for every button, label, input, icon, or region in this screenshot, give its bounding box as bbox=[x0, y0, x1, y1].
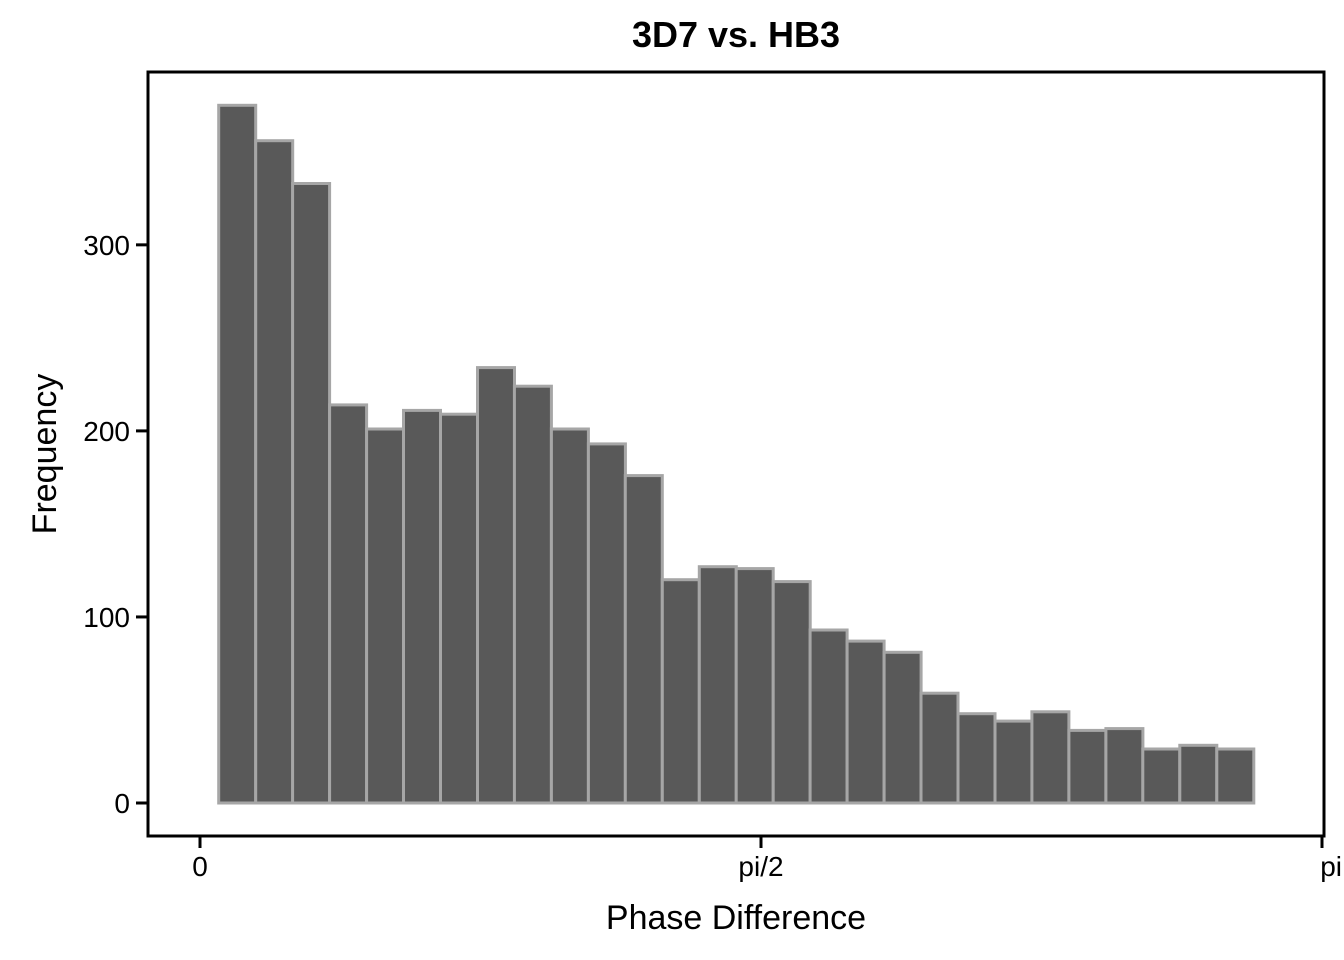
histogram-bar bbox=[328, 403, 369, 805]
histogram-bar bbox=[1104, 727, 1145, 805]
histogram-bar bbox=[993, 719, 1034, 805]
histogram-bar bbox=[808, 628, 849, 805]
y-tick-label: 200 bbox=[83, 416, 130, 447]
y-axis: 0 100 200 300 bbox=[83, 230, 148, 819]
x-tick-label: pi/2 bbox=[738, 851, 783, 882]
histogram-bar bbox=[919, 691, 960, 805]
histogram-bar bbox=[1215, 747, 1256, 805]
plot-frame bbox=[146, 70, 1326, 838]
histogram-bar bbox=[365, 427, 406, 805]
histogram-bar bbox=[476, 366, 516, 805]
y-tick-label: 0 bbox=[114, 788, 130, 819]
histogram-bar bbox=[217, 103, 258, 805]
histogram-bar bbox=[439, 412, 479, 805]
histogram-bar bbox=[623, 474, 664, 805]
histogram-bar bbox=[771, 580, 812, 805]
histogram-bar bbox=[697, 565, 738, 805]
y-tick-label: 300 bbox=[83, 230, 130, 261]
x-tick-label: 0 bbox=[192, 851, 208, 882]
histogram-bar bbox=[1030, 710, 1071, 805]
histogram-bar bbox=[1178, 743, 1219, 805]
histogram-bar bbox=[512, 384, 553, 805]
bars-group bbox=[217, 103, 1256, 805]
histogram-bar bbox=[254, 139, 295, 805]
chart-title: 3D7 vs. HB3 bbox=[632, 14, 840, 55]
histogram-bar bbox=[1067, 728, 1108, 805]
x-axis-label: Phase Difference bbox=[606, 899, 866, 937]
x-tick-label: pi bbox=[1320, 851, 1342, 882]
histogram-bar bbox=[845, 639, 886, 805]
histogram-bar bbox=[1141, 747, 1182, 805]
y-tick-label: 100 bbox=[83, 602, 130, 633]
histogram-bar bbox=[660, 578, 701, 805]
histogram-bar bbox=[291, 182, 332, 805]
histogram-bar bbox=[956, 712, 997, 805]
histogram-bar bbox=[402, 408, 442, 805]
histogram-bar bbox=[734, 567, 775, 805]
histogram-bar bbox=[586, 442, 627, 805]
x-axis: 0 pi/2 pi bbox=[192, 836, 1342, 882]
histogram-bar bbox=[882, 650, 923, 805]
y-axis-label: Frequency bbox=[26, 374, 64, 535]
histogram-bar bbox=[549, 427, 590, 805]
